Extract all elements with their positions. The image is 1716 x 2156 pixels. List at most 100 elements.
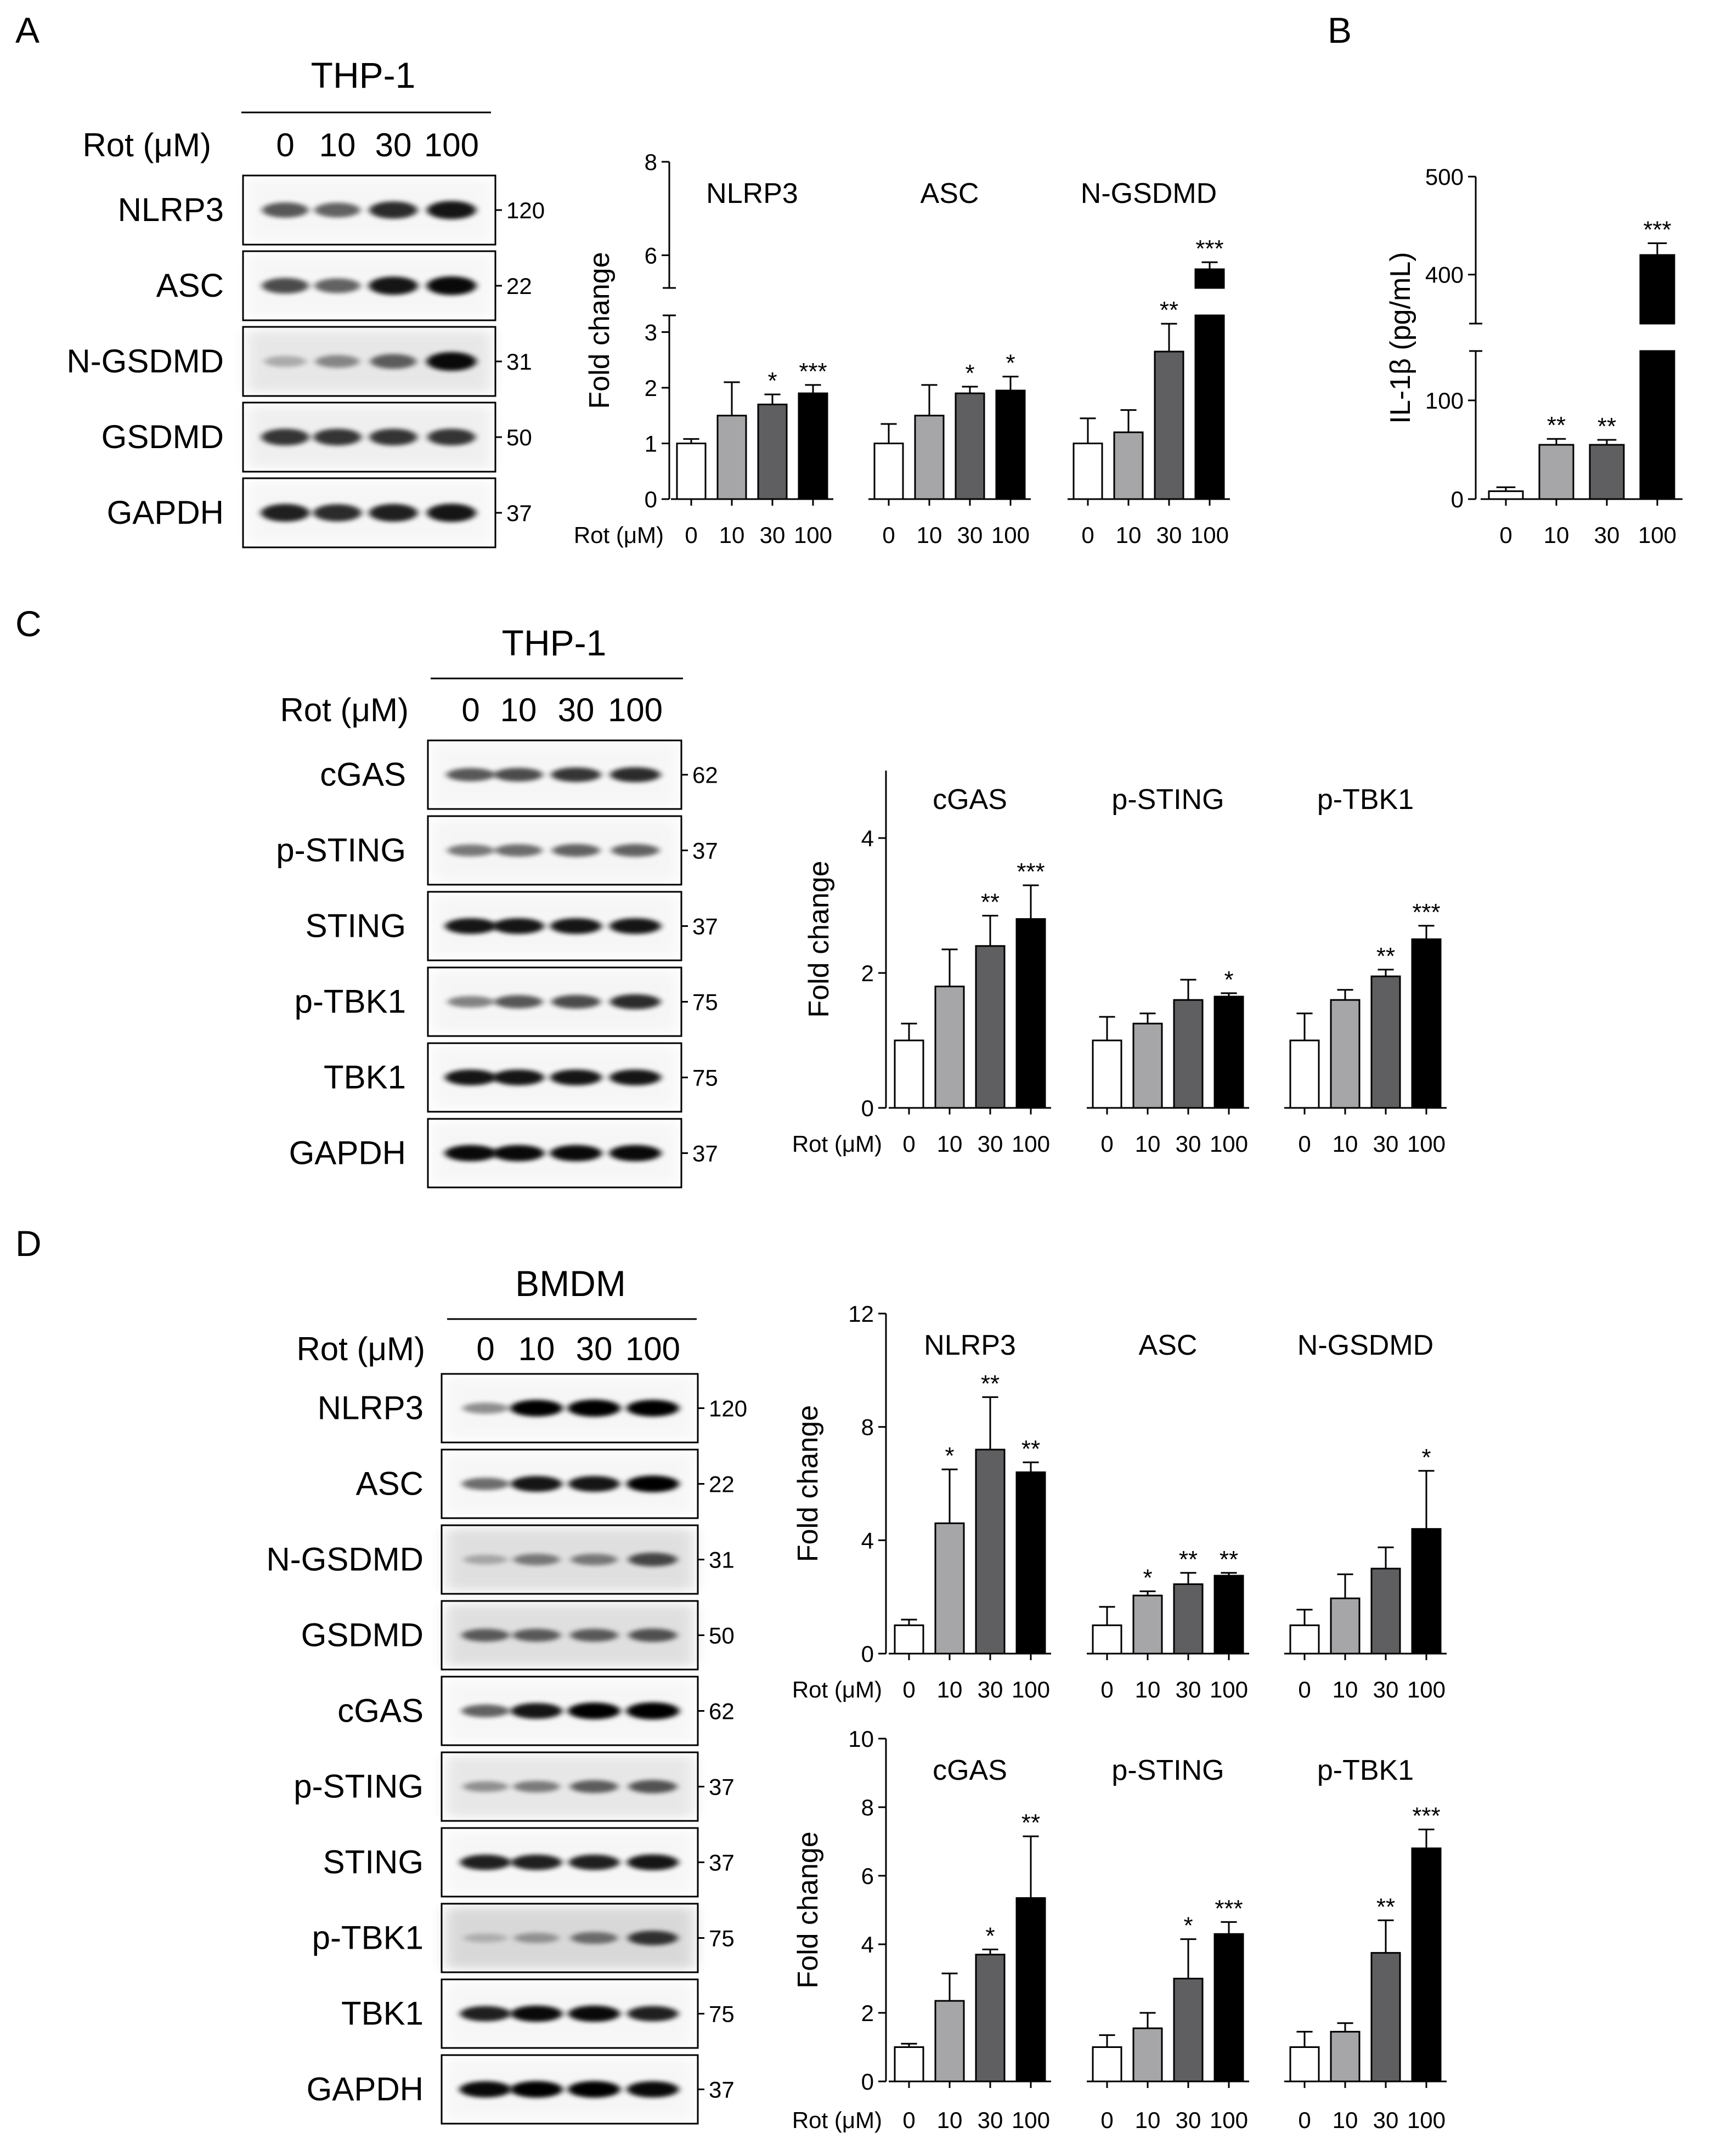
bar xyxy=(955,392,985,500)
bar xyxy=(894,2046,924,2083)
protein-band xyxy=(427,503,476,522)
protein-band xyxy=(492,1145,545,1162)
protein-band xyxy=(460,1854,511,1870)
protein-band xyxy=(627,1854,679,1870)
protein-band xyxy=(609,1145,662,1162)
protein-band xyxy=(609,1069,661,1085)
group-title: p-STING xyxy=(1111,1755,1224,1786)
bar xyxy=(1330,2030,1361,2083)
x-tick-label: 10 xyxy=(1135,2107,1161,2133)
bar xyxy=(1194,268,1225,289)
x-tick-label: 10 xyxy=(1135,1131,1161,1157)
bar xyxy=(975,1448,1006,1655)
dose-label: 10 xyxy=(319,127,356,163)
bar xyxy=(1411,938,1442,1109)
bar-group: cGAS 0 10 * 30 ** 100 xyxy=(889,1755,1051,2133)
x-tick-label: 100 xyxy=(1190,522,1229,548)
significance-mark: * xyxy=(1224,966,1233,993)
bar-group: p-TBK1 0 10 ** 30 *** 100 xyxy=(1284,784,1447,1157)
group-title: p-STING xyxy=(1111,784,1224,816)
y-axis-label: Fold change xyxy=(584,252,616,409)
bar xyxy=(1072,442,1103,500)
bar xyxy=(1330,999,1361,1109)
panel-letter: B xyxy=(1328,10,1352,50)
x-tick-label: 10 xyxy=(719,522,745,548)
bar-chart: 0 100 400 500 IL-1β (pg/mL) 0 ** 10 ** 30 *** 100 xyxy=(1385,164,1683,548)
x-tick-label: 30 xyxy=(1373,2107,1399,2133)
bar-group: p-TBK1 0 10 ** 30 *** 100 xyxy=(1284,1755,1447,2133)
protein-band xyxy=(510,2081,563,2098)
protein-band xyxy=(511,1854,562,1870)
bar-group: ASC 0 * 10 ** 30 ** 100 xyxy=(1087,1329,1249,1702)
protein-band xyxy=(494,995,543,1009)
bar xyxy=(676,442,707,500)
protein-label: ASC xyxy=(156,267,224,304)
x-tick-label: 30 xyxy=(760,522,786,548)
x-axis-label: Rot (μM) xyxy=(792,2107,882,2133)
y-tick-label: 400 xyxy=(1425,262,1464,288)
x-tick-label: 100 xyxy=(991,522,1030,548)
protein-band xyxy=(568,2081,620,2098)
bar xyxy=(1015,918,1046,1109)
protein-band xyxy=(514,1933,559,1943)
protein-band xyxy=(369,201,417,219)
y-tick-label: 6 xyxy=(645,242,657,268)
bar-group: N-GSDMD 0 10 30 * 100 xyxy=(1284,1329,1447,1702)
treatment-label: Rot (μM) xyxy=(82,127,211,163)
protein-band xyxy=(314,278,360,293)
blot-row: STING 37 xyxy=(306,891,718,961)
y-tick-label: 0 xyxy=(861,2069,874,2095)
x-tick-label: 30 xyxy=(1373,1131,1399,1157)
y-tick-label: 4 xyxy=(861,825,874,851)
y-tick-label: 0 xyxy=(861,1641,874,1667)
blot-row: ASC 22 xyxy=(156,250,532,321)
mw-marker: 62 xyxy=(692,762,718,788)
protein-band xyxy=(568,1854,620,1870)
bar xyxy=(1330,1597,1361,1655)
protein-band xyxy=(262,202,309,218)
protein-band xyxy=(626,1400,679,1417)
protein-band xyxy=(513,1553,560,1566)
protein-label: TBK1 xyxy=(341,1995,424,2032)
mw-marker: 22 xyxy=(506,273,532,299)
blot-row: cGAS 62 xyxy=(320,739,718,810)
x-tick-label: 0 xyxy=(1081,522,1094,548)
significance-mark: ** xyxy=(1021,1435,1040,1462)
significance-mark: ** xyxy=(1220,1546,1238,1573)
significance-mark: ** xyxy=(1021,1809,1040,1836)
y-tick-label: 500 xyxy=(1425,164,1464,190)
protein-label: N-GSDMD xyxy=(66,343,224,380)
x-tick-label: 30 xyxy=(978,2107,1003,2133)
x-tick-label: 100 xyxy=(1407,1677,1446,1702)
dose-label: 30 xyxy=(558,692,595,728)
x-tick-label: 30 xyxy=(1176,2107,1201,2133)
protein-band xyxy=(463,1554,508,1565)
protein-label: NLRP3 xyxy=(118,191,224,228)
protein-band xyxy=(493,918,544,934)
significance-mark: * xyxy=(1006,350,1015,377)
x-tick-label: 10 xyxy=(917,522,942,548)
bar xyxy=(1213,1933,1244,2083)
x-axis-label: Rot (μM) xyxy=(792,1131,882,1157)
x-tick-label: 10 xyxy=(937,1677,963,1702)
y-tick-label: 0 xyxy=(645,486,657,512)
protein-band xyxy=(262,278,309,294)
y-axis-label: Fold change xyxy=(803,861,835,1017)
significance-mark: *** xyxy=(1195,235,1223,262)
mw-marker: 22 xyxy=(709,1472,735,1497)
group-title: ASC xyxy=(921,178,979,210)
bar xyxy=(934,2000,965,2083)
bar-group: cGAS 0 10 ** 30 *** 100 xyxy=(889,784,1051,1157)
protein-band xyxy=(264,355,307,367)
protein-label: GSDMD xyxy=(301,1617,424,1654)
x-tick-label: 30 xyxy=(1176,1131,1201,1157)
protein-band xyxy=(461,1628,510,1642)
mw-marker: 37 xyxy=(506,500,532,526)
group-title: NLRP3 xyxy=(924,1329,1016,1361)
bar-group: p-STING 0 10 * 30 *** 100 xyxy=(1087,1755,1249,2133)
bar xyxy=(995,389,1026,500)
protein-band xyxy=(610,994,661,1010)
protein-label: cGAS xyxy=(337,1693,424,1729)
x-tick-label: 0 xyxy=(902,2107,915,2133)
x-tick-label: 30 xyxy=(1176,1677,1201,1702)
